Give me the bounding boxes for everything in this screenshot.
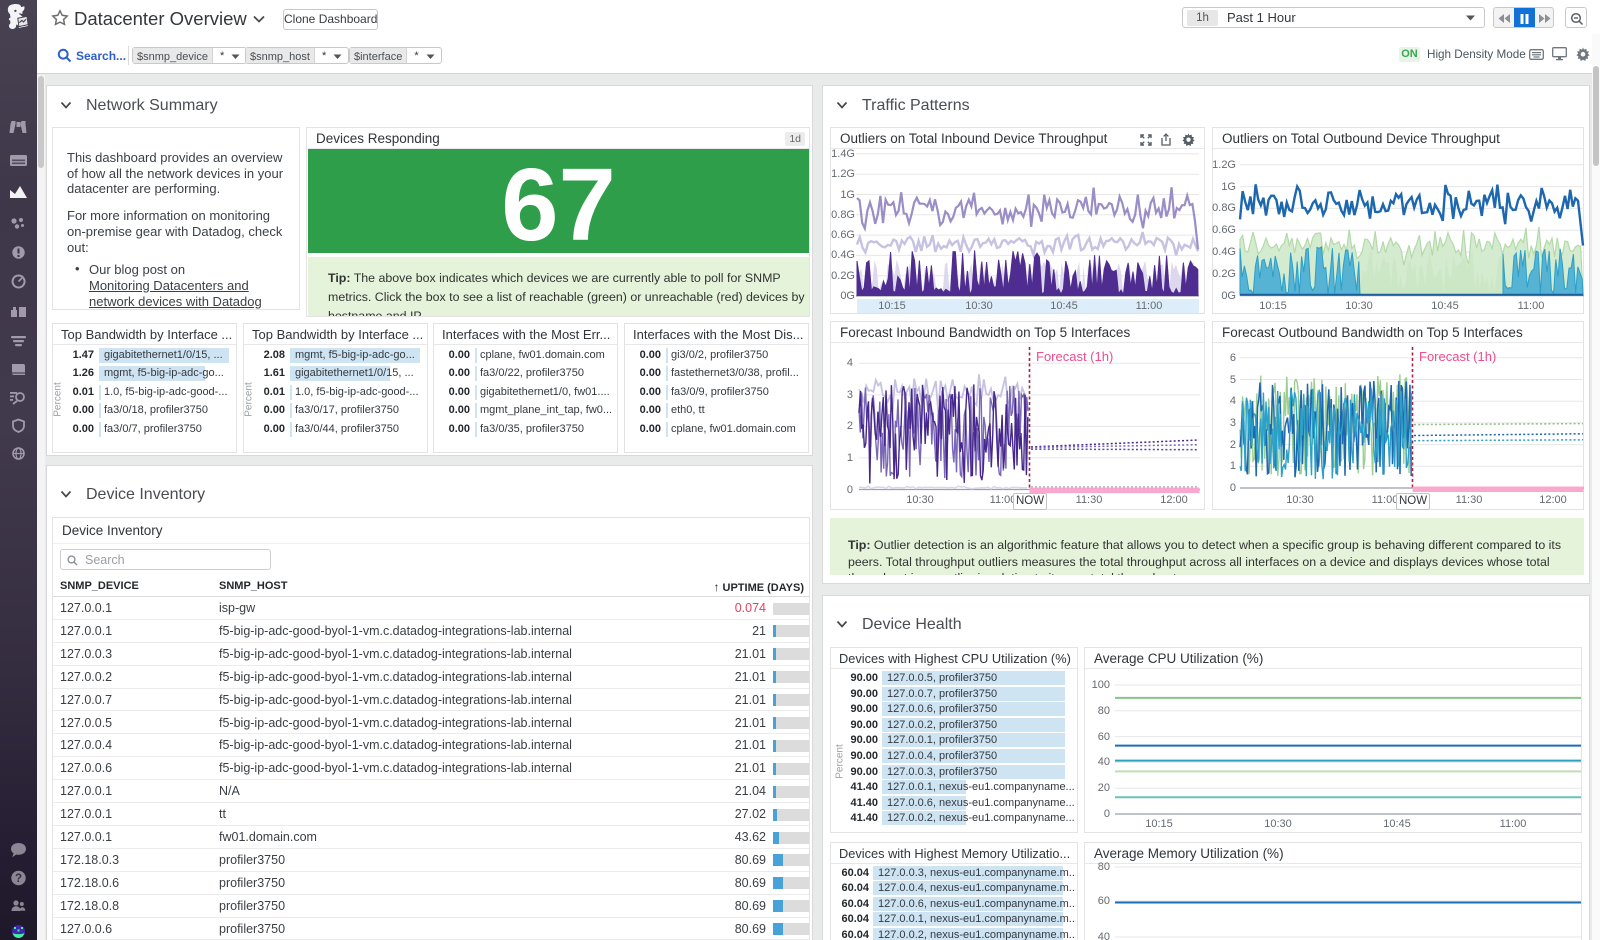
svg-text:?: ? bbox=[15, 873, 22, 885]
